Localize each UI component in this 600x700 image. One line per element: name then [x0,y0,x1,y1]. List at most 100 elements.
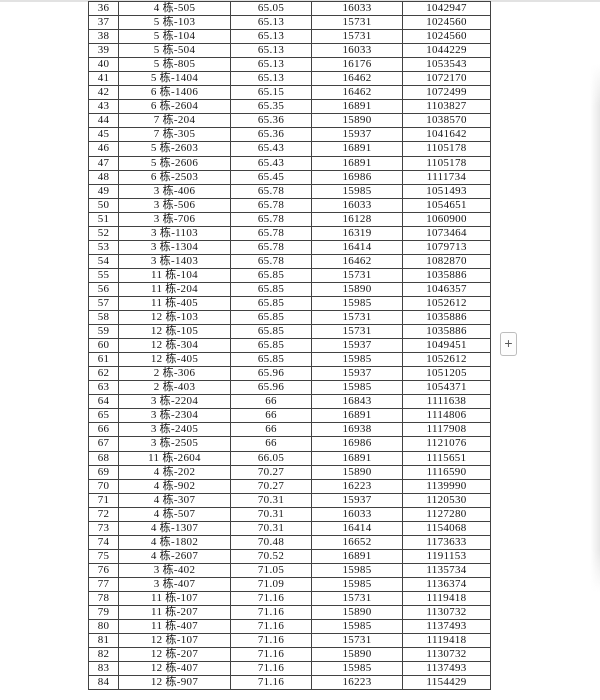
table-row: 78 11 栋-107 71.16 15731 1119418 [88,590,491,607]
unit-cell: 3 栋-706 [118,211,231,227]
unit-cell: 12 栋-105 [118,324,231,340]
total-price-cell: 1173633 [402,534,491,550]
unit-price-cell: 15731 [311,324,403,340]
unit-cell: 12 栋-207 [118,647,231,663]
area-cell: 70.31 [230,492,312,508]
row-number-cell: 65 [88,408,119,424]
unit-price-cell: 15985 [311,352,403,368]
unit-cell: 12 栋-304 [118,338,231,354]
row-number-cell: 47 [88,155,119,171]
total-price-cell: 1116590 [402,464,491,480]
area-cell: 65.45 [230,169,312,185]
unit-cell: 11 栋-407 [118,619,231,635]
row-number-cell: 73 [88,520,119,536]
unit-cell: 7 栋-204 [118,113,231,129]
area-cell: 65.43 [230,155,312,171]
total-price-cell: 1136374 [402,576,491,592]
table-row: 84 12 栋-907 71.16 16223 1154429 [88,675,491,691]
row-number-cell: 57 [88,295,119,312]
unit-cell: 11 栋-207 [118,605,231,621]
total-price-cell: 1049451 [402,338,491,354]
unit-price-cell: 15890 [311,113,403,129]
total-price-cell: 1154068 [402,520,491,536]
unit-price-cell: 16843 [311,394,403,410]
area-cell: 65.85 [230,281,312,297]
table-row: 54 3 栋-1403 65.78 16462 1082870 [88,253,491,269]
area-cell: 65.13 [230,29,312,45]
table-row: 51 3 栋-706 65.78 16128 1060900 [88,211,491,227]
unit-price-cell: 15985 [311,619,403,635]
total-price-cell: 1051493 [402,183,491,199]
table-row: 64 3 栋-2204 66 16843 1111638 [88,394,491,410]
row-number-cell: 71 [88,492,119,508]
total-price-cell: 1191153 [402,548,491,564]
area-cell: 70.52 [230,548,312,564]
unit-cell: 2 栋-306 [118,366,231,382]
price-table: 36 4 栋-505 65.05 16033 1042947 37 5 栋-103 65.13… [88,0,491,691]
row-number-cell: 72 [88,506,119,522]
area-cell: 66.05 [230,450,312,466]
table-row: 76 3 栋-402 71.05 15985 1135734 [88,562,491,578]
unit-price-cell: 15731 [311,633,403,649]
row-number-cell: 77 [88,576,119,592]
table-row: 45 7 栋-305 65.36 15937 1041642 [88,127,491,143]
table-row: 52 3 栋-1103 65.78 16319 1073464 [88,225,491,241]
unit-cell: 6 栋-2503 [118,169,231,185]
row-number-cell: 55 [88,267,119,283]
total-price-cell: 1051205 [402,366,491,382]
area-cell: 65.13 [230,71,312,87]
row-number-cell: 82 [88,647,119,663]
total-price-cell: 1052612 [402,352,491,368]
row-number-cell: 46 [88,141,119,157]
unit-price-cell: 16891 [311,99,403,115]
unit-cell: 3 栋-406 [118,183,231,199]
row-number-cell: 80 [88,619,119,635]
table-row: 62 2 栋-306 65.96 15937 1051205 [88,366,491,382]
total-price-cell: 1053543 [402,57,491,73]
table-row: 67 3 栋-2505 66 16986 1121076 [88,436,491,452]
unit-price-cell: 15937 [311,127,403,143]
row-number-cell: 76 [88,562,119,578]
total-price-cell: 1035886 [402,310,491,326]
unit-price-cell: 15890 [311,605,403,621]
total-price-cell: 1054651 [402,197,491,213]
row-number-cell: 39 [88,43,119,59]
unit-cell: 6 栋-1406 [118,85,231,101]
area-cell: 65.85 [230,267,312,283]
table-row: 41 5 栋-1404 65.13 16462 1072170 [88,71,491,87]
unit-cell: 4 栋-2607 [118,548,231,564]
area-cell: 65.78 [230,197,312,213]
unit-price-cell: 16891 [311,450,403,466]
area-cell: 65.13 [230,15,312,31]
total-price-cell: 1154429 [402,675,491,691]
area-cell: 66 [230,422,312,438]
area-cell: 70.27 [230,478,312,494]
unit-cell: 4 栋-307 [118,492,231,508]
row-number-cell: 43 [88,99,119,115]
table-row: 55 11 栋-104 65.85 15731 1035886 [88,267,491,283]
unit-cell: 12 栋-103 [118,310,231,326]
unit-cell: 7 栋-305 [118,127,231,143]
unit-cell: 5 栋-1404 [118,71,231,87]
area-cell: 66 [230,436,312,452]
unit-price-cell: 16223 [311,675,403,691]
unit-cell: 4 栋-505 [118,0,231,17]
total-price-cell: 1137493 [402,619,491,635]
zoom-in-button[interactable]: + [500,332,517,356]
unit-price-cell: 16414 [311,520,403,536]
table-row: 65 3 栋-2304 66 16891 1114806 [88,408,491,424]
row-number-cell: 67 [88,436,119,452]
row-number-cell: 75 [88,548,119,564]
price-table-body: 36 4 栋-505 65.05 16033 1042947 37 5 栋-103 65.13… [88,0,491,691]
total-price-cell: 1127280 [402,506,491,522]
unit-cell: 11 栋-2604 [118,450,231,466]
unit-price-cell: 16223 [311,478,403,494]
area-cell: 70.31 [230,520,312,536]
area-cell: 66 [230,408,312,424]
unit-price-cell: 15731 [311,29,403,45]
unit-price-cell: 15731 [311,15,403,31]
unit-price-cell: 16652 [311,534,403,550]
row-number-cell: 49 [88,183,119,199]
unit-price-cell: 16033 [311,43,403,59]
unit-price-cell: 15890 [311,647,403,663]
